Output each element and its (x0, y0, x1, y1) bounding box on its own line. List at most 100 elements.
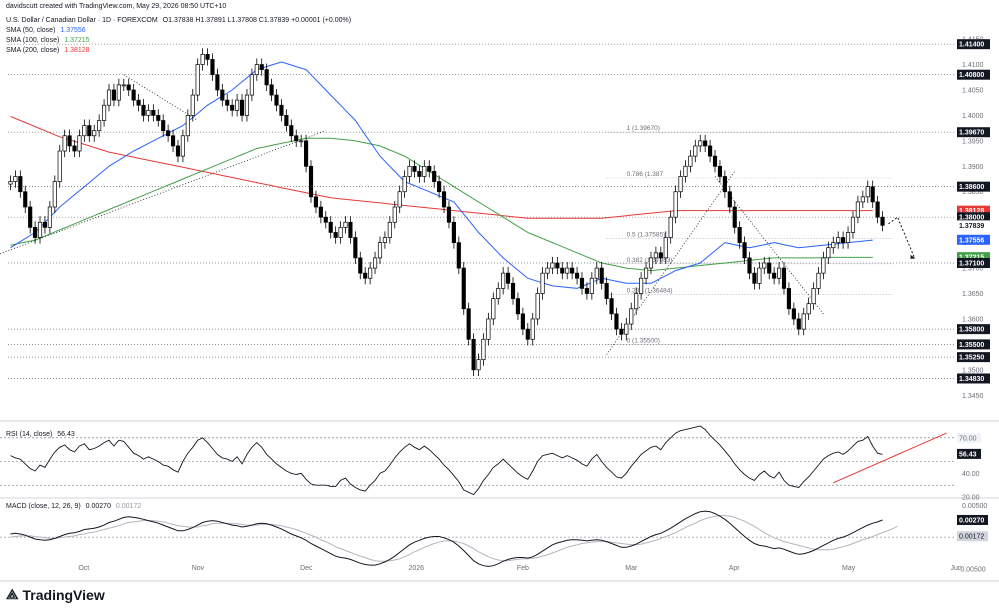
candle-body (353, 237, 358, 259)
candle-body (23, 191, 28, 208)
candle-body (762, 262, 767, 269)
candle-body (87, 125, 92, 137)
candle-body (767, 262, 772, 274)
rsi-label-text: 56.43 (959, 451, 977, 458)
rsi-value: 56.43 (57, 431, 75, 438)
rsi-trendline (833, 432, 947, 484)
price-label-text: 1.35800 (959, 327, 984, 334)
macd-signal-value: 0.00172 (115, 503, 142, 510)
candle-body (392, 206, 397, 223)
candle-body (688, 155, 693, 167)
time-tick-label: Mar (625, 565, 638, 572)
candle-body (870, 186, 875, 203)
symbol-name[interactable]: U.S. Dollar / Canadian Dollar · 1D · FOR… (6, 17, 158, 24)
price-label-box (957, 257, 990, 268)
created-by-caption: davidscutt created with TradingView.com,… (6, 3, 229, 10)
candle-body (466, 308, 471, 340)
candle-body (328, 221, 333, 233)
tradingview-logo-icon: ⟁ (6, 587, 19, 603)
candle-body (496, 288, 501, 299)
candle-body (274, 94, 279, 106)
macd-label-box (957, 514, 988, 525)
candle-body (437, 181, 442, 193)
candle-body (72, 145, 77, 152)
candle-body (550, 262, 555, 269)
candle-body (397, 191, 402, 208)
candle-body (658, 252, 663, 259)
candle-body (476, 359, 481, 371)
candle-body (111, 89, 117, 101)
macd-line (10, 510, 883, 567)
candle-body (574, 272, 580, 279)
candle-body (855, 201, 860, 218)
price-label-text: 1.34830 (959, 376, 984, 383)
candle-body (446, 206, 452, 223)
candle-body (683, 165, 688, 177)
macd-tick-label: 0.00500 (962, 503, 987, 510)
candle-body (708, 145, 713, 157)
candle-body (831, 242, 836, 249)
candle-body (486, 318, 491, 340)
candle-body (239, 99, 245, 116)
time-tick-label: Nov (192, 565, 205, 572)
time-tick-label: Dec (300, 565, 313, 572)
candle-body (456, 242, 461, 269)
price-label-box (957, 181, 990, 192)
candle-body (776, 267, 782, 279)
candle-body (781, 267, 787, 289)
candle-body (195, 64, 200, 96)
sma100-line (10, 137, 873, 272)
candle-body (215, 74, 220, 91)
candle-body (816, 272, 821, 289)
candle-body (363, 272, 368, 279)
candle-body (269, 84, 274, 96)
created-by-text: davidscutt created with TradingView.com,… (6, 3, 227, 10)
candle-body (624, 323, 629, 335)
time-tick-label: Jun (950, 565, 961, 572)
projection-arrow (888, 216, 915, 259)
candle-body (732, 206, 737, 228)
candle-body (752, 272, 757, 284)
sma50-legend[interactable]: SMA (50, close) 1.37556 (6, 27, 89, 34)
candle-body (230, 104, 235, 111)
candle-body (506, 272, 511, 284)
candle-body (318, 206, 323, 218)
candle-body (698, 140, 703, 147)
candle-body (175, 145, 181, 157)
candle-body (417, 171, 422, 177)
candle-body (377, 242, 383, 259)
candle-body (530, 318, 535, 340)
sma200-value: 1.38128 (64, 47, 90, 54)
macd-legend[interactable]: MACD (close, 12, 26, 9) 0.00270 0.00172 (6, 503, 144, 510)
candle-body (161, 120, 166, 132)
candle-body (57, 150, 62, 182)
candle-body (451, 221, 456, 243)
sma200-legend[interactable]: SMA (200, close) 1.38128 (6, 47, 93, 54)
candle-body (668, 216, 673, 238)
price-label-box (957, 324, 990, 335)
candle-body (584, 288, 589, 294)
candle-body (545, 267, 550, 274)
candle-body (594, 267, 599, 279)
candle-body (205, 54, 210, 60)
candle-body (358, 257, 363, 274)
candle-body (136, 99, 141, 106)
macd-tick-label: -0.00500 (958, 566, 986, 573)
sma100-value: 1.37215 (64, 37, 90, 44)
price-label-box (957, 212, 990, 223)
candle-body (772, 272, 777, 279)
tradingview-logo[interactable]: ⟁ TradingView (6, 587, 105, 603)
candle-body (786, 288, 791, 310)
sma100-legend[interactable]: SMA (100, close) 1.37215 (6, 37, 93, 44)
candle-body (836, 237, 841, 243)
candle-body (609, 298, 614, 315)
rsi-legend[interactable]: RSI (14, close) 56.43 (6, 431, 78, 438)
candle-body (156, 115, 161, 121)
price-tick-label: 1.3900 (962, 164, 984, 171)
candle-body (614, 313, 619, 330)
fib-level-label: 1 (1.39670) (627, 125, 660, 132)
candle-body (673, 191, 678, 218)
price-tick-label: 1.3650 (962, 291, 984, 298)
candle-body (259, 64, 264, 70)
